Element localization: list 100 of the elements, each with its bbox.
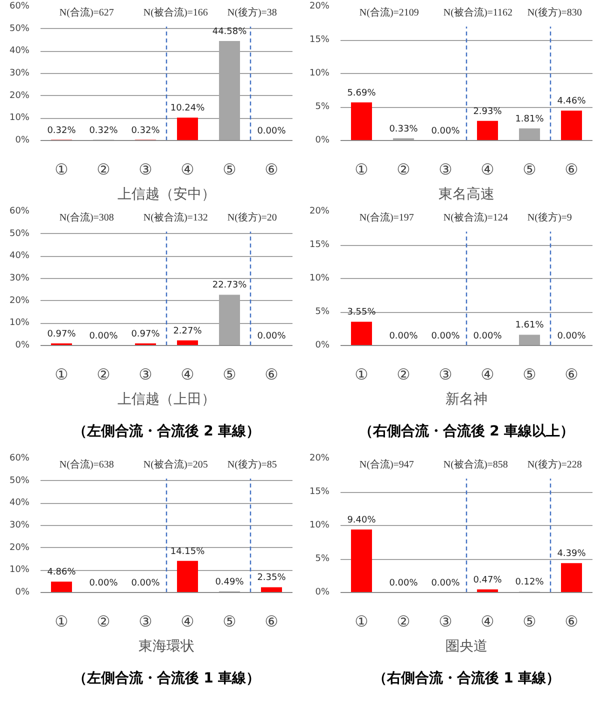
x-tick-label: ③ xyxy=(438,612,452,630)
x-tick-label: ② xyxy=(396,160,410,178)
data-label: 4.39% xyxy=(557,549,586,560)
x-tick-label: ② xyxy=(396,612,410,630)
x-tick-label: ③ xyxy=(138,160,152,178)
data-label: 0.12% xyxy=(515,578,544,588)
data-label: 0.00% xyxy=(89,578,118,588)
x-tick-label: ⑥ xyxy=(264,366,278,384)
annotation: N(後方)=830 xyxy=(527,6,582,19)
data-label: 0.00% xyxy=(473,331,502,342)
x-tick-label: ⑥ xyxy=(564,160,578,178)
y-tick-label: 50% xyxy=(9,24,30,34)
data-label: 4.86% xyxy=(47,568,76,578)
data-label: 9.40% xyxy=(347,516,376,526)
y-tick-label: 10% xyxy=(9,318,30,328)
x-tick-label: ④ xyxy=(180,160,194,178)
x-tick-label: ④ xyxy=(180,366,194,384)
data-label: 0.00% xyxy=(131,578,160,588)
y-tick-label: 10% xyxy=(309,520,330,530)
data-label: 5.69% xyxy=(347,88,376,98)
y-tick-label: 15% xyxy=(309,35,330,45)
y-tick-label: 5% xyxy=(315,554,330,564)
y-tick-label: 30% xyxy=(9,68,30,78)
x-axis-title: 上信越（安中） xyxy=(118,186,216,202)
data-label: 0.00% xyxy=(389,578,418,588)
annotation: N(合流)=308 xyxy=(59,212,114,224)
y-tick-label: 10% xyxy=(9,565,30,576)
x-tick-label: ③ xyxy=(438,160,452,178)
data-label: 0.00% xyxy=(431,126,460,136)
x-tick-label: ⑥ xyxy=(264,612,278,630)
annotation: N(合流)=2109 xyxy=(359,6,419,19)
data-label: 1.81% xyxy=(515,114,544,124)
y-tick-label: 0% xyxy=(15,136,30,146)
x-axis-title: 新名神 xyxy=(446,392,488,408)
annotation: N(合流)=947 xyxy=(359,458,414,471)
y-tick-label: 10% xyxy=(309,274,330,284)
x-tick-label: ⑤ xyxy=(222,366,236,384)
data-label: 0.32% xyxy=(131,126,160,136)
x-tick-label: ④ xyxy=(180,612,194,630)
text: （左側合流・合流後 2 車線） xyxy=(72,422,260,440)
annotation: N(後方)=9 xyxy=(527,212,572,224)
annotation: N(後方)=85 xyxy=(227,458,277,471)
annotation: N(被合流)=166 xyxy=(143,6,208,19)
y-tick-label: 30% xyxy=(9,520,30,530)
x-axis-title: 圏央道 xyxy=(446,638,488,654)
x-tick-label: ⑥ xyxy=(264,160,278,178)
annotation: N(被合流)=124 xyxy=(443,212,508,224)
x-tick-label: ② xyxy=(396,366,410,384)
data-label: 1.61% xyxy=(515,320,544,331)
text: （右側合流・合流後 2 車線以上） xyxy=(358,422,574,440)
x-tick-label: ① xyxy=(54,366,68,384)
x-tick-label: ① xyxy=(354,160,368,178)
data-label: 0.00% xyxy=(89,331,118,342)
y-tick-label: 10% xyxy=(309,68,330,78)
data-label: 14.15% xyxy=(170,546,206,557)
data-label: 0.00% xyxy=(431,578,460,588)
y-tick-label: 0% xyxy=(315,136,330,146)
x-tick-label: ① xyxy=(354,612,368,630)
y-tick-label: 20% xyxy=(309,2,330,12)
y-tick-label: 5% xyxy=(315,307,330,317)
data-label: 0.32% xyxy=(89,126,118,136)
data-label: 2.35% xyxy=(257,573,286,584)
data-label: 0.97% xyxy=(131,329,160,340)
y-tick-label: 40% xyxy=(9,251,30,262)
data-label: 0.97% xyxy=(47,329,76,340)
annotation: N(後方)=20 xyxy=(227,212,277,224)
annotation: N(被合流)=858 xyxy=(443,458,508,471)
y-tick-label: 30% xyxy=(9,274,30,284)
x-tick-label: ① xyxy=(354,366,368,384)
y-tick-label: 60% xyxy=(9,2,30,12)
data-label: 0.00% xyxy=(389,331,418,342)
x-tick-label: ② xyxy=(96,612,110,630)
data-label: 10.24% xyxy=(170,104,206,114)
x-axis-title: 東名高速 xyxy=(438,186,494,202)
data-label: 0.33% xyxy=(389,124,418,134)
x-tick-label: ⑤ xyxy=(222,160,236,178)
data-label: 2.27% xyxy=(173,326,202,336)
data-label: 0.32% xyxy=(47,126,76,136)
y-tick-label: 0% xyxy=(15,340,30,350)
y-tick-label: 15% xyxy=(309,240,330,250)
x-tick-label: ④ xyxy=(480,612,494,630)
y-tick-label: 20% xyxy=(9,296,30,306)
data-label: 4.46% xyxy=(557,96,586,107)
x-axis-title: 東海環状 xyxy=(138,638,194,654)
y-tick-label: 0% xyxy=(315,340,330,350)
y-tick-label: 20% xyxy=(9,90,30,101)
x-tick-label: ④ xyxy=(480,366,494,384)
annotation: N(後方)=228 xyxy=(527,458,582,471)
x-tick-label: ⑥ xyxy=(564,612,578,630)
data-label: 0.47% xyxy=(473,575,502,586)
data-label: 0.00% xyxy=(557,331,586,342)
data-label: 44.58% xyxy=(212,26,248,37)
x-tick-label: ② xyxy=(96,160,110,178)
x-tick-label: ③ xyxy=(138,366,152,384)
annotation: N(後方)=38 xyxy=(227,6,277,19)
data-label: 0.49% xyxy=(215,577,244,588)
y-tick-label: 5% xyxy=(315,102,330,112)
x-tick-label: ① xyxy=(54,612,68,630)
data-label: 0.00% xyxy=(257,126,286,136)
data-label: 22.73% xyxy=(212,280,248,291)
